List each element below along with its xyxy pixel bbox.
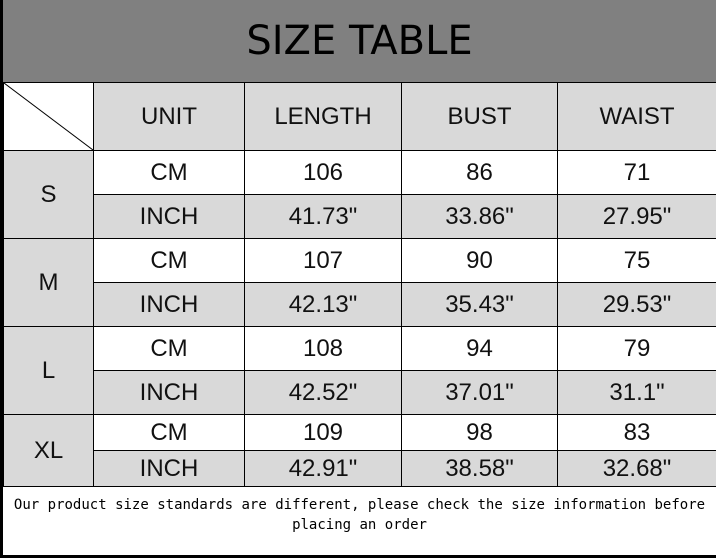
table-row: XL CM 109 98 83 xyxy=(3,414,716,487)
page-title: SIZE TABLE xyxy=(3,0,716,82)
diagonal-line xyxy=(4,83,93,150)
size-label: M xyxy=(3,238,94,327)
cell-bust: 33.86" xyxy=(401,194,558,239)
cell-waist: 83 xyxy=(557,414,716,451)
header-length: LENGTH xyxy=(244,82,402,151)
table-row: INCH 42.91" 38.58" 32.68" xyxy=(4,450,716,487)
cell-bust: 37.01" xyxy=(401,370,558,415)
cell-waist: 79 xyxy=(557,326,716,371)
table-row: INCH 42.52" 37.01" 31.1" xyxy=(4,370,716,415)
size-table: UNIT LENGTH BUST WAIST S CM 106 86 71 INCH 41.… xyxy=(3,82,716,487)
header-row: UNIT LENGTH BUST WAIST xyxy=(3,82,716,151)
cell-unit: CM xyxy=(93,238,245,283)
cell-length: 42.13" xyxy=(244,282,402,327)
cell-waist: 75 xyxy=(557,238,716,283)
cell-waist: 27.95" xyxy=(557,194,716,239)
header-unit: UNIT xyxy=(93,82,245,151)
table-row: L CM 108 94 79 xyxy=(3,326,716,415)
table-row: S CM 106 86 71 xyxy=(3,150,716,239)
cell-unit: INCH xyxy=(93,450,245,487)
cell-length: 106 xyxy=(244,150,402,195)
cell-waist: 31.1" xyxy=(557,370,716,415)
cell-waist: 29.53" xyxy=(557,282,716,327)
cell-bust: 35.43" xyxy=(401,282,558,327)
cell-unit: CM xyxy=(93,414,245,451)
corner-cell xyxy=(3,82,94,151)
cell-length: 107 xyxy=(244,238,402,283)
cell-unit: INCH xyxy=(93,194,245,239)
size-label: S xyxy=(3,150,94,239)
table-row: INCH 42.13" 35.43" 29.53" xyxy=(4,282,716,327)
cell-unit: CM xyxy=(93,150,245,195)
size-note: Our product size standards are different… xyxy=(13,497,706,533)
cell-length: 42.52" xyxy=(244,370,402,415)
cell-unit: INCH xyxy=(93,370,245,415)
size-label: L xyxy=(3,326,94,415)
cell-length: 41.73" xyxy=(244,194,402,239)
header-waist: WAIST xyxy=(557,82,716,151)
cell-bust: 38.58" xyxy=(401,450,558,487)
table-row: M CM 107 90 75 xyxy=(3,238,716,327)
cell-bust: 86 xyxy=(401,150,558,195)
table-row: INCH 41.73" 33.86" 27.95" xyxy=(4,194,716,239)
cell-unit: CM xyxy=(93,326,245,371)
cell-unit: INCH xyxy=(93,282,245,327)
cell-length: 109 xyxy=(244,414,402,451)
cell-bust: 98 xyxy=(401,414,558,451)
cell-bust: 94 xyxy=(401,326,558,371)
cell-bust: 90 xyxy=(401,238,558,283)
size-label: XL xyxy=(3,414,94,487)
cell-length: 108 xyxy=(244,326,402,371)
header-bust: BUST xyxy=(401,82,558,151)
cell-length: 42.91" xyxy=(244,450,402,487)
cell-waist: 71 xyxy=(557,150,716,195)
cell-waist: 32.68" xyxy=(557,450,716,487)
